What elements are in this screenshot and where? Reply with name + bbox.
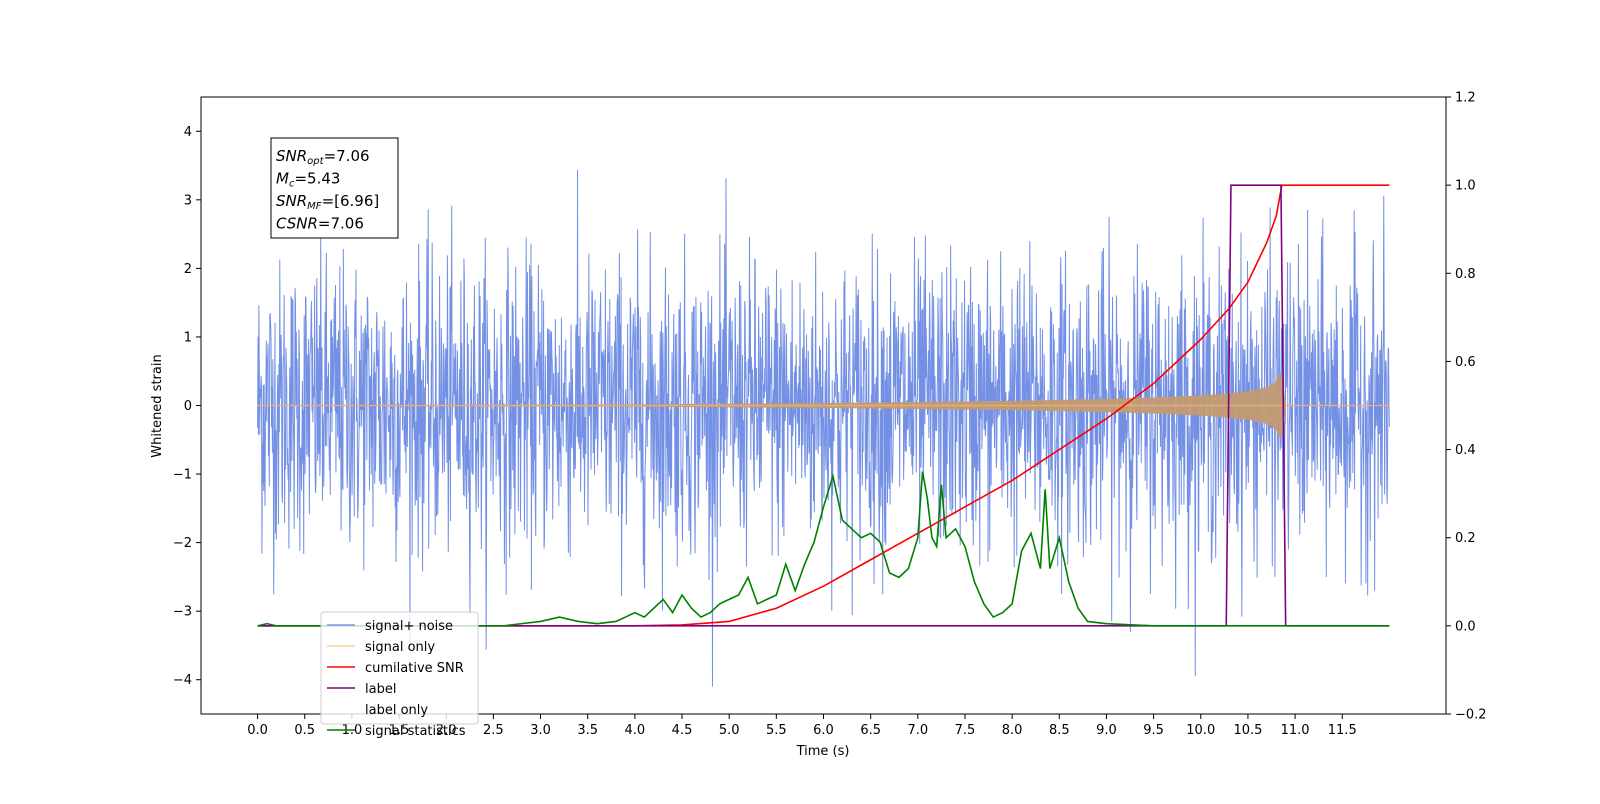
legend-label: signal statistics — [365, 724, 466, 739]
x-tick-label: 3.5 — [577, 723, 598, 738]
legend-label: signal+ noise — [365, 619, 453, 634]
y-axis-label: Whitened strain — [150, 354, 165, 457]
y-tick-label: 3 — [184, 193, 192, 208]
y2-tick-label: 0.0 — [1455, 619, 1476, 634]
x-tick-label: 8.5 — [1049, 723, 1070, 738]
y-tick-label: 1 — [184, 330, 192, 345]
legend-frame — [320, 611, 479, 725]
legend-label: label — [365, 682, 396, 697]
y2-tick-label: −0.2 — [1455, 708, 1487, 723]
annotation-frame — [270, 137, 399, 239]
annotation-line: SNRMF=[6.96] — [276, 192, 379, 212]
plot-area — [257, 169, 1390, 687]
y2-tick-label: 0.4 — [1455, 443, 1476, 458]
x-tick-label: 5.5 — [766, 723, 787, 738]
legend: signal+ noise signal only cumilative SNR la… — [320, 611, 479, 739]
annotation-line: CSNR=7.06 — [276, 215, 364, 233]
x-tick-label: 10.5 — [1233, 723, 1262, 738]
y2-tick-label: 1.0 — [1455, 179, 1476, 194]
x-tick-label: 1.5 — [389, 723, 410, 738]
y2-tick-label: 0.8 — [1455, 267, 1476, 282]
series-cumulative-snr-line — [257, 184, 1390, 627]
x-tick-label: 7.5 — [955, 723, 976, 738]
x-tick-label: 7.0 — [907, 723, 928, 738]
x-tick-label: 4.5 — [672, 723, 693, 738]
legend-label: cumilative SNR — [365, 661, 464, 676]
series-signal-statistics-line — [257, 471, 1390, 627]
axes: 0.0 0.5 1.0 1.5 2.0 2.5 3.0 3.5 4.0 4.5 5.0 5.5 6.0 6… — [173, 91, 1487, 739]
x-tick-label: 11.5 — [1328, 723, 1357, 738]
x-axis-label: Time (s) — [796, 744, 850, 759]
y-tick-label: −1 — [173, 468, 192, 483]
series-signal-noise-line — [257, 169, 1390, 687]
x-tick-label: 3.0 — [530, 723, 551, 738]
x-tick-label: 10.0 — [1186, 723, 1215, 738]
y-tick-label: −3 — [173, 605, 192, 620]
x-tick-label: 2.5 — [483, 723, 504, 738]
x-tick-label: 9.5 — [1143, 723, 1164, 738]
legend-label: label only — [365, 703, 428, 718]
y-tick-label: 2 — [184, 262, 192, 277]
y2-tick-label: 0.2 — [1455, 531, 1476, 546]
y-tick-label: −4 — [173, 673, 192, 688]
legend-label: signal only — [365, 640, 435, 655]
x-tick-label: 9.0 — [1096, 723, 1117, 738]
x-tick-label: 6.5 — [860, 723, 881, 738]
y-tick-label: 0 — [184, 399, 192, 414]
x-tick-label: 8.0 — [1002, 723, 1023, 738]
x-tick-label: 11.0 — [1281, 723, 1310, 738]
y2-tick-label: 1.2 — [1455, 91, 1476, 106]
x-tick-label: 0.5 — [294, 723, 315, 738]
x-tick-label: 0.0 — [247, 723, 268, 738]
y-tick-label: 4 — [184, 125, 192, 140]
y2-tick-label: 0.6 — [1455, 355, 1476, 370]
x-tick-label: 5.0 — [719, 723, 740, 738]
annotation-line: SNRopt=7.06 — [276, 147, 370, 167]
x-tick-label: 2.0 — [436, 723, 457, 738]
y-tick-label: −2 — [173, 536, 192, 551]
annotation-line: Mc=5.43 — [276, 170, 340, 190]
x-tick-label: 4.0 — [625, 723, 646, 738]
x-tick-label: 6.0 — [813, 723, 834, 738]
